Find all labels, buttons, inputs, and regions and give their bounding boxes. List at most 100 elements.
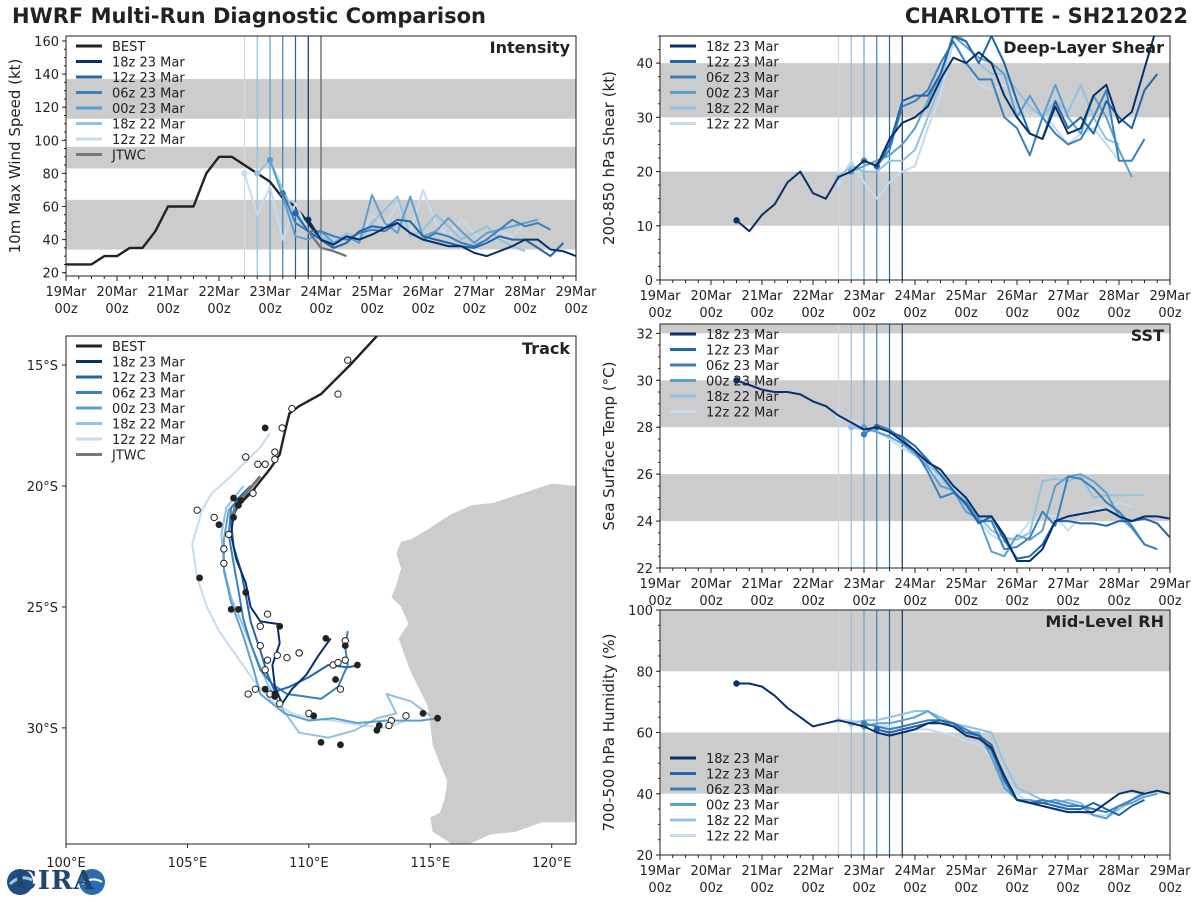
- intensity-xtick-label: 27Mar: [453, 285, 495, 300]
- shear-xtick-label: 26Mar: [996, 289, 1038, 304]
- intensity-xtick-label: 20Mar: [96, 285, 138, 300]
- track-marker-open: [385, 721, 393, 730]
- track-legend-label: 06z 23 Mar: [112, 387, 185, 402]
- rh-band: [660, 610, 1170, 672]
- sst-series-line: [838, 416, 1133, 544]
- intensity-series-start-point: [279, 190, 286, 197]
- track-marker-filled: [261, 685, 269, 693]
- track-marker-filled: [227, 605, 235, 613]
- track-xtick-label: 110°E: [289, 856, 329, 871]
- track-marker-open: [210, 513, 218, 522]
- track-marker-filled: [317, 739, 325, 746]
- track-marker-open: [220, 559, 228, 568]
- shear-panel: 0 10 20 30 40 19Mar 00z 20Mar 00z 21Mar 00z 22Mar 00…: [600, 35, 1191, 321]
- sst-series-start-point: [860, 431, 868, 438]
- track-marker-open: [242, 453, 250, 461]
- intensity-xtick-sublabel: 00z: [105, 302, 129, 317]
- sst-legend-label: 18z 23 Mar: [706, 328, 779, 343]
- intensity-series-start-point: [266, 156, 274, 164]
- track-best-marker: [344, 356, 352, 364]
- sst-series-line: [863, 426, 1146, 558]
- shear-ytick-label: 10: [636, 220, 653, 235]
- rh-xtick-label: 26Mar: [996, 864, 1038, 879]
- track-marker-filled: [341, 642, 349, 650]
- track-marker-open: [283, 654, 291, 662]
- shear-title: Deep-Layer Shear: [1003, 38, 1164, 57]
- sst-xtick-label: 28Mar: [1098, 577, 1140, 592]
- track-legend-label: 18z 22 Mar: [112, 418, 185, 433]
- intensity-series-start-point: [241, 170, 248, 177]
- shear-xtick-sublabel: 00z: [699, 306, 723, 321]
- track-marker-filled: [332, 676, 339, 683]
- intensity-xtick-sublabel: 00z: [207, 302, 231, 317]
- shear-xtick-label: 28Mar: [1098, 289, 1140, 304]
- track-marker-filled: [242, 589, 250, 596]
- cira-logo-graphic: [7, 869, 105, 895]
- track-marker-open: [263, 656, 272, 664]
- rh-xtick-label: 29Mar: [1149, 864, 1191, 879]
- intensity-ytick-label: 100: [34, 134, 59, 149]
- track-best-marker: [288, 404, 296, 413]
- track-marker-filled: [337, 741, 344, 749]
- intensity-ylabel: 10m Max Wind Speed (kt): [6, 59, 24, 254]
- shear-xtick-label: 29Mar: [1149, 289, 1191, 304]
- track-marker-open: [402, 712, 410, 720]
- rh-data: [733, 680, 1170, 820]
- intensity-legend-label: 12z 23 Mar: [112, 71, 185, 86]
- track-marker-open: [334, 658, 342, 667]
- track-marker-filled: [215, 521, 223, 529]
- rh-xtick-sublabel: 00z: [852, 881, 876, 896]
- rh-ytick-label: 20: [636, 849, 653, 864]
- intensity-title: Intensity: [490, 38, 571, 57]
- shear-xtick-sublabel: 00z: [1005, 306, 1029, 321]
- intensity-xtick-sublabel: 00z: [462, 302, 486, 317]
- rh-legend-label: 06z 23 Mar: [706, 783, 779, 798]
- shear-series-line: [863, 40, 1146, 168]
- rh-xtick-sublabel: 00z: [1056, 881, 1080, 896]
- sst-xtick-sublabel: 00z: [699, 594, 723, 609]
- shear-series-line: [735, 36, 1156, 233]
- shear-ytick-label: 20: [636, 166, 653, 181]
- shear-xtick-sublabel: 00z: [1158, 306, 1182, 321]
- rh-xtick-sublabel: 00z: [954, 881, 978, 896]
- track-model-line: [227, 487, 349, 700]
- sst-legend-label: 00z 23 Mar: [706, 375, 779, 390]
- shear-xtick-sublabel: 00z: [954, 306, 978, 321]
- intensity-xtick-label: 19Mar: [45, 285, 87, 300]
- intensity-xtick-label: 24Mar: [300, 285, 342, 300]
- rh-series-line: [736, 682, 1170, 814]
- track-legend-label: 00z 23 Mar: [112, 402, 185, 417]
- sst-ytick-label: 30: [636, 374, 653, 389]
- intensity-series-start-point: [254, 170, 261, 177]
- rh-xtick-label: 20Mar: [690, 864, 732, 879]
- shear-xtick-sublabel: 00z: [1056, 306, 1080, 321]
- rh-series-start-point: [733, 680, 740, 687]
- track-marker-filled: [419, 709, 427, 717]
- intensity-ytick-label: 140: [34, 68, 59, 83]
- sst-xtick-sublabel: 00z: [648, 594, 672, 609]
- rh-xtick-sublabel: 00z: [750, 881, 774, 896]
- sst-legend-label: 06z 23 Mar: [706, 359, 779, 374]
- track-xtick-label: 100°E: [46, 856, 86, 871]
- intensity-xtick-sublabel: 00z: [564, 302, 588, 317]
- sst-ytick-label: 26: [636, 468, 653, 483]
- intensity-xtick-sublabel: 00z: [411, 302, 435, 317]
- sst-data: [733, 377, 1170, 562]
- track-marker-open: [295, 649, 303, 657]
- track-legend-label: 12z 23 Mar: [112, 371, 185, 386]
- sst-xtick-sublabel: 00z: [954, 594, 978, 609]
- sst-xtick-sublabel: 00z: [903, 594, 927, 609]
- intensity-ytick-label: 20: [42, 267, 59, 282]
- rh-ytick-label: 80: [636, 665, 653, 680]
- sst-xtick-sublabel: 00z: [1056, 594, 1080, 609]
- sst-series-line: [736, 379, 1170, 562]
- shear-legend-label: 18z 22 Mar: [706, 102, 779, 117]
- intensity-legend-label: 00z 23 Mar: [112, 102, 185, 117]
- sst-xtick-label: 27Mar: [1047, 577, 1089, 592]
- track-marker-filled: [230, 494, 237, 502]
- sst-xtick-label: 24Mar: [894, 577, 936, 592]
- intensity-xtick-label: 23Mar: [249, 285, 291, 300]
- sst-xtick-label: 29Mar: [1149, 577, 1191, 592]
- track-legend-label: JTWC: [111, 449, 146, 464]
- track-xtick-label: 105°E: [168, 856, 208, 871]
